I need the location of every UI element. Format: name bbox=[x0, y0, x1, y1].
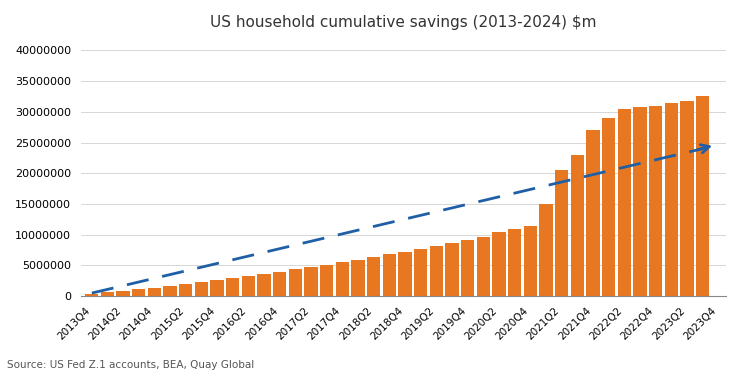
Title: US household cumulative savings (2013-2024) $m: US household cumulative savings (2013-20… bbox=[210, 15, 597, 30]
Bar bbox=[320, 264, 333, 296]
Bar bbox=[351, 260, 365, 296]
Bar bbox=[539, 204, 553, 296]
Bar bbox=[571, 155, 584, 296]
Bar bbox=[617, 109, 631, 296]
Bar bbox=[85, 294, 99, 296]
Bar bbox=[289, 269, 302, 296]
Bar bbox=[273, 272, 286, 296]
Bar bbox=[665, 103, 678, 296]
Bar bbox=[336, 262, 349, 296]
Bar bbox=[634, 107, 647, 296]
Bar bbox=[179, 284, 193, 296]
Bar bbox=[382, 254, 396, 296]
Bar bbox=[242, 276, 255, 296]
Bar bbox=[226, 278, 239, 296]
Bar bbox=[414, 249, 428, 296]
Bar bbox=[210, 280, 224, 296]
Bar bbox=[132, 289, 145, 296]
Bar bbox=[164, 286, 177, 296]
Bar bbox=[476, 237, 490, 296]
Bar bbox=[492, 232, 505, 296]
Bar bbox=[257, 274, 270, 296]
Bar bbox=[586, 130, 599, 296]
Bar bbox=[367, 257, 380, 296]
Text: Source: US Fed Z.1 accounts, BEA, Quay Global: Source: US Fed Z.1 accounts, BEA, Quay G… bbox=[7, 360, 255, 370]
Bar bbox=[195, 282, 208, 296]
Bar bbox=[508, 228, 521, 296]
Bar bbox=[399, 252, 412, 296]
Bar bbox=[649, 106, 662, 296]
Bar bbox=[461, 240, 474, 296]
Bar bbox=[101, 292, 114, 296]
Bar bbox=[696, 96, 709, 296]
Bar bbox=[430, 246, 443, 296]
Bar bbox=[147, 288, 161, 296]
Bar bbox=[555, 170, 568, 296]
Bar bbox=[524, 225, 537, 296]
Bar bbox=[445, 243, 459, 296]
Bar bbox=[305, 267, 318, 296]
Bar bbox=[602, 118, 615, 296]
Bar bbox=[116, 291, 130, 296]
Bar bbox=[680, 101, 694, 296]
